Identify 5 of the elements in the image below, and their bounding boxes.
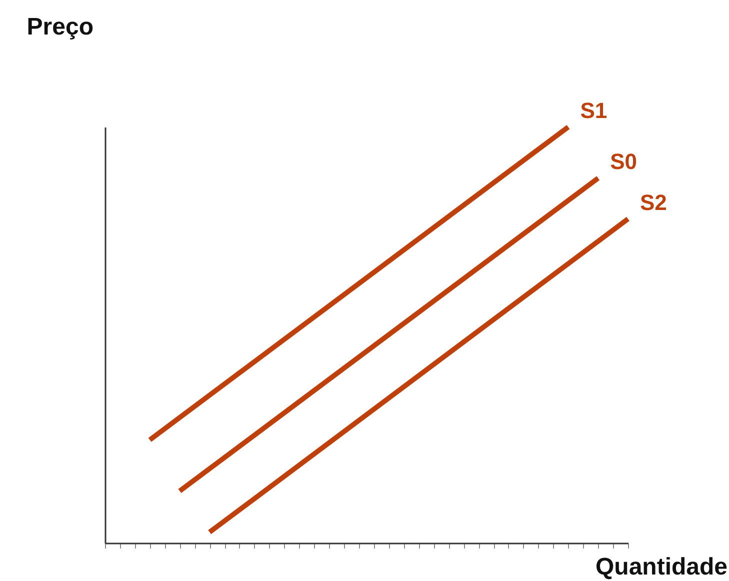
y-axis-title: Preço: [26, 14, 94, 40]
series-label: S1: [580, 98, 608, 123]
series-label: S0: [610, 149, 638, 174]
x-axis-title: Quantidade: [595, 554, 728, 580]
series-label: S2: [640, 190, 667, 215]
